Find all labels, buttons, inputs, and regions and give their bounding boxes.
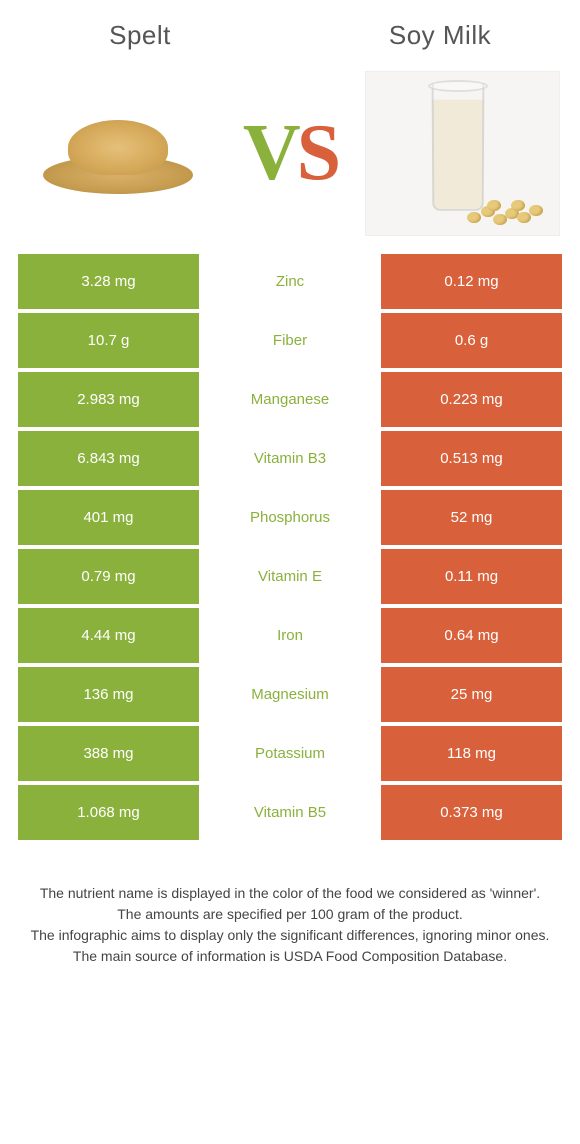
cell-right-value: 0.513 mg (381, 431, 562, 486)
comparison-table: 3.28 mgZinc0.12 mg10.7 gFiber0.6 g2.983 … (0, 254, 580, 840)
cell-left-value: 136 mg (18, 667, 199, 722)
cell-left-value: 1.068 mg (18, 785, 199, 840)
table-row: 4.44 mgIron0.64 mg (18, 608, 562, 663)
cell-left-value: 388 mg (18, 726, 199, 781)
footer-line-1: The nutrient name is displayed in the co… (28, 884, 552, 903)
cell-nutrient-name: Magnesium (205, 667, 375, 722)
table-row: 3.28 mgZinc0.12 mg (18, 254, 562, 309)
table-row: 2.983 mgManganese0.223 mg (18, 372, 562, 427)
milk-glass-icon (365, 71, 560, 236)
cell-left-value: 3.28 mg (18, 254, 199, 309)
table-row: 401 mgPhosphorus52 mg (18, 490, 562, 545)
cell-nutrient-name: Fiber (205, 313, 375, 368)
cell-right-value: 0.223 mg (381, 372, 562, 427)
cell-left-value: 10.7 g (18, 313, 199, 368)
cell-nutrient-name: Manganese (205, 372, 375, 427)
cell-right-value: 0.64 mg (381, 608, 562, 663)
food-image-soymilk (365, 71, 560, 236)
cell-left-value: 6.843 mg (18, 431, 199, 486)
cell-left-value: 401 mg (18, 490, 199, 545)
header-row: Spelt Soy Milk (0, 0, 580, 61)
cell-nutrient-name: Zinc (205, 254, 375, 309)
cell-nutrient-name: Vitamin E (205, 549, 375, 604)
images-row: VS (0, 61, 580, 254)
table-row: 0.79 mgVitamin E0.11 mg (18, 549, 562, 604)
table-row: 6.843 mgVitamin B30.513 mg (18, 431, 562, 486)
cell-right-value: 0.12 mg (381, 254, 562, 309)
cell-right-value: 0.11 mg (381, 549, 562, 604)
table-row: 10.7 gFiber0.6 g (18, 313, 562, 368)
food-title-left: Spelt (40, 20, 240, 51)
food-image-spelt (20, 71, 215, 236)
cell-right-value: 52 mg (381, 490, 562, 545)
cell-left-value: 4.44 mg (18, 608, 199, 663)
vs-label: VS (243, 108, 337, 199)
table-row: 136 mgMagnesium25 mg (18, 667, 562, 722)
cell-nutrient-name: Phosphorus (205, 490, 375, 545)
footer-line-2: The amounts are specified per 100 gram o… (28, 905, 552, 924)
cell-left-value: 0.79 mg (18, 549, 199, 604)
footer-line-4: The main source of information is USDA F… (28, 947, 552, 966)
cell-right-value: 25 mg (381, 667, 562, 722)
cell-nutrient-name: Potassium (205, 726, 375, 781)
cell-right-value: 0.373 mg (381, 785, 562, 840)
table-row: 388 mgPotassium118 mg (18, 726, 562, 781)
vs-letter-v: V (243, 109, 297, 197)
food-title-right: Soy Milk (340, 20, 540, 51)
grain-pile-icon (43, 109, 193, 199)
cell-right-value: 118 mg (381, 726, 562, 781)
cell-nutrient-name: Iron (205, 608, 375, 663)
cell-right-value: 0.6 g (381, 313, 562, 368)
vs-letter-s: S (297, 109, 338, 197)
cell-left-value: 2.983 mg (18, 372, 199, 427)
cell-nutrient-name: Vitamin B5 (205, 785, 375, 840)
cell-nutrient-name: Vitamin B3 (205, 431, 375, 486)
footer-text: The nutrient name is displayed in the co… (0, 844, 580, 966)
footer-line-3: The infographic aims to display only the… (28, 926, 552, 945)
table-row: 1.068 mgVitamin B50.373 mg (18, 785, 562, 840)
